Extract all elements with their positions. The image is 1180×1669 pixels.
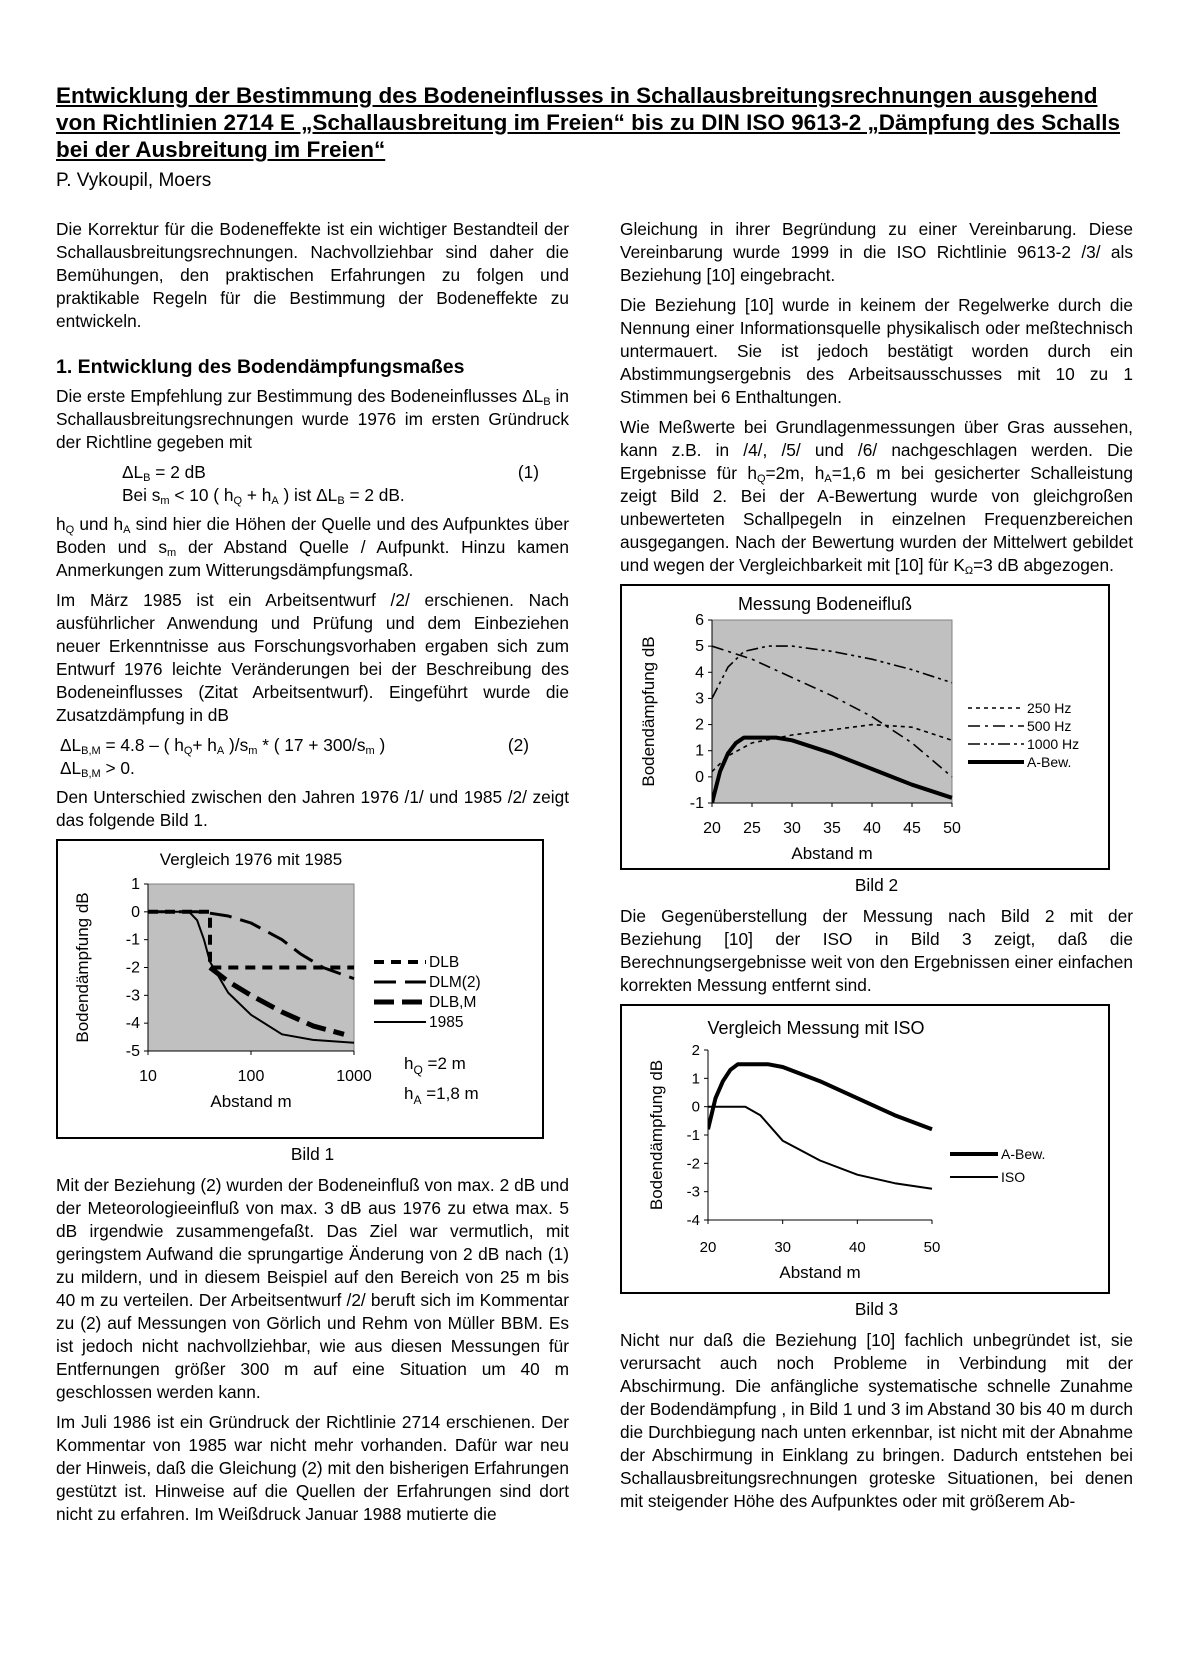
x-tick-label: 25 (743, 820, 761, 837)
legend-label: DLB (429, 954, 459, 971)
y-axis-label: Bodendämpfung dB (73, 892, 92, 1042)
equation-number: (1) (517, 462, 539, 482)
y-tick-label: -3 (687, 1184, 700, 1201)
series-line-1985 (148, 910, 355, 1044)
chart-title: Messung Bodeneifluß (738, 594, 912, 614)
paragraph: Die Gegenüberstellung der Messung nach B… (620, 906, 1133, 995)
paragraph: Im März 1985 ist ein Arbeitsentwurf /2/ … (56, 590, 569, 725)
series-line-500-hz (712, 645, 953, 778)
x-tick-label: 20 (700, 1239, 717, 1256)
paragraph: Wie Meßwerte bei Grundlagenmessungen übe… (620, 417, 1134, 577)
legend-label: ISO (1001, 1169, 1025, 1185)
paper-title: Entwicklung der Bestimmung des Bodeneinf… (56, 83, 1121, 162)
right-column: Gleichung in ihrer Begründung zu einer V… (620, 218, 1133, 1520)
x-axis-label: Abstand m (791, 844, 872, 863)
y-tick-label: 0 (131, 904, 140, 921)
y-tick-label: -2 (687, 1155, 700, 1172)
y-tick-label: -5 (126, 1043, 140, 1060)
series-line-iso (708, 1105, 933, 1190)
y-tick-label: -4 (126, 1015, 140, 1032)
y-tick-label: 5 (695, 638, 704, 655)
intro-paragraph: Die Korrektur für die Bodeneffekte ist e… (56, 219, 569, 331)
legend-label: 250 Hz (1027, 700, 1071, 716)
paragraph: Mit der Beziehung (2) wurden der Bodenei… (56, 1175, 569, 1402)
figure-caption: Bild 1 (290, 1144, 335, 1164)
series-line-a-bew- (708, 1062, 933, 1132)
figure-caption: Bild 2 (854, 875, 899, 895)
series-line-1000-hz (712, 645, 953, 699)
x-tick-label: 10 (139, 1068, 157, 1085)
legend-label: 1000 Hz (1027, 736, 1079, 752)
paragraph: Gleichung in ihrer Begründung zu einer V… (620, 219, 1133, 285)
plot-area (708, 1050, 932, 1220)
section-heading: 1. Entwicklung des Bodendämpfungsmaßes (56, 356, 465, 378)
series-line-250-hz (712, 723, 953, 773)
x-tick-label: 20 (703, 820, 721, 837)
legend-label: A-Bew. (1027, 754, 1071, 770)
left-column: Die Korrektur für die Bodeneffekte ist e… (56, 218, 569, 1533)
series-line-dlb (148, 909, 354, 970)
x-tick-label: 30 (783, 820, 801, 837)
figure-bild1: 1 0 -1 -2 -3 -4 -5 10 100 1000 Vergleich 1976 mit … (56, 839, 569, 1139)
y-tick-label: 1 (692, 1070, 700, 1087)
y-axis-label: Bodendämpfung dB (647, 1060, 666, 1210)
chart-bild3: 2 1 0 -1 -2 -3 -420 30 40 50 Vergleich Messung mit… (620, 1004, 1110, 1294)
legend-label: DLB,M (429, 994, 476, 1011)
y-tick-label: 2 (695, 717, 704, 734)
figure-bild2: 6 5 4 3 2 1 0 -1 20 25 30 35 40 45 50 Messung Bodeneifl… (620, 584, 1133, 870)
y-tick-label: -1 (690, 795, 704, 812)
x-axis-label: Abstand m (210, 1092, 291, 1111)
legend-label: 500 Hz (1027, 718, 1071, 734)
x-tick-label: 50 (924, 1239, 941, 1256)
y-tick-label: 1 (695, 743, 704, 760)
x-tick-label: 100 (238, 1068, 265, 1085)
y-tick-label: -2 (126, 960, 140, 977)
y-tick-label: 0 (692, 1099, 700, 1116)
x-tick-label: 50 (943, 820, 961, 837)
chart-annotation: hA =1,8 m (404, 1084, 479, 1107)
paragraph: Die erste Empfehlung zur Bestimmung des … (56, 386, 569, 452)
plot-area (711, 619, 953, 804)
y-tick-label: 1 (131, 876, 140, 893)
figure-caption: Bild 3 (854, 1299, 899, 1319)
chart-annotation: hQ =2 m (404, 1054, 466, 1077)
legend-label: DLM(2) (429, 974, 481, 991)
figure-bild3: 2 1 0 -1 -2 -3 -4 20 30 40 50 Vergleich Messung mit… (620, 1004, 1133, 1294)
paragraph: hQ und hA sind hier die Höhen der Quelle… (56, 514, 570, 580)
legend-label: 1985 (429, 1014, 463, 1031)
y-axis-label: Bodendämpfung dB (639, 636, 658, 786)
paragraph: Nicht nur daß die Beziehung [10] fachlic… (620, 1330, 1134, 1511)
y-tick-label: -3 (126, 987, 140, 1004)
x-axis-label: Abstand m (779, 1263, 860, 1282)
chart-title: Vergleich 1976 mit 1985 (160, 850, 342, 869)
chart-title: Vergleich Messung mit ISO (707, 1018, 924, 1038)
y-tick-label: -1 (126, 932, 140, 949)
series-line-dlm-2- (148, 910, 355, 981)
x-tick-label: 1000 (336, 1068, 372, 1085)
paragraph: Den Unterschied zwischen den Jahren 1976… (56, 787, 569, 830)
y-tick-label: 3 (695, 690, 704, 707)
equation-number: (2) (507, 735, 529, 755)
y-tick-label: -1 (687, 1127, 700, 1144)
formula-2: ΔLB,M = 4.8 – ( hQ+ hA )/sm * ( 17 + 300… (60, 735, 529, 780)
chart-bild2: 6 5 4 3 2 1 0 -1 20 25 30 35 40 45 50 Messung Bodeneifl… (620, 584, 1110, 870)
x-tick-label: 35 (823, 820, 841, 837)
formula-1: ΔLB = 2 dB (1) Bei sm < 10 ( hQ + hA ) is… (122, 462, 539, 507)
y-tick-label: 2 (692, 1042, 700, 1059)
series-line-a-bew- (712, 735, 953, 804)
x-tick-label: 40 (849, 1239, 866, 1256)
y-tick-label: -4 (687, 1212, 700, 1229)
author-line: P. Vykoupil, Moers (56, 170, 212, 191)
legend-label: A-Bew. (1001, 1146, 1045, 1162)
x-tick-label: 45 (903, 820, 921, 837)
x-tick-label: 30 (774, 1239, 791, 1256)
series-line-dlb-m (208, 965, 345, 1037)
x-tick-label: 40 (863, 820, 881, 837)
y-tick-label: 4 (695, 664, 704, 681)
y-tick-label: 6 (695, 612, 704, 629)
y-tick-label: 0 (695, 769, 704, 786)
paragraph: Die Beziehung [10] wurde in keinem der R… (620, 295, 1133, 407)
paragraph: Im Juli 1986 ist ein Gründruck der Richt… (56, 1412, 569, 1524)
